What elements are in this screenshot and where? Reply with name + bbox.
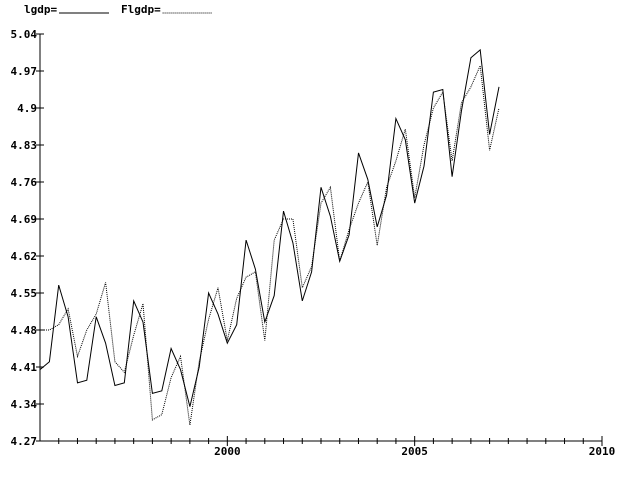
legend: lgdp= Flgdp= xyxy=(24,3,213,16)
y-tick-label: 4.83 xyxy=(11,139,38,152)
legend-label-1: lgdp= xyxy=(24,3,57,16)
x-axis-ticks: 2000 2005 2010 xyxy=(58,436,616,458)
x-tick-label: 2000 xyxy=(214,445,241,458)
legend-label-2: Flgdp= xyxy=(121,3,161,16)
series-line-2 xyxy=(40,63,500,426)
y-tick-label: 4.41 xyxy=(11,361,38,374)
y-tick-label: 4.76 xyxy=(11,176,38,189)
y-tick-label: 4.27 xyxy=(11,435,38,448)
y-tick-label: 5.04 xyxy=(11,28,38,41)
y-axis-ticks: 4.27 4.34 4.41 4.48 4.55 4.62 4.69 4.76 4.83 4.9 4… xyxy=(11,28,44,448)
y-tick-label: 4.97 xyxy=(11,65,38,78)
x-tick-label: 2010 xyxy=(589,445,616,458)
x-tick-label: 2005 xyxy=(401,445,428,458)
y-tick-label: 4.48 xyxy=(11,324,38,337)
y-tick-label: 4.69 xyxy=(11,213,38,226)
y-tick-label: 4.62 xyxy=(11,250,38,263)
y-tick-label: 4.9 xyxy=(17,102,37,115)
y-tick-label: 4.55 xyxy=(11,287,38,300)
chart-series xyxy=(39,48,500,426)
series-line-1 xyxy=(39,48,500,407)
y-tick-label: 4.34 xyxy=(11,398,38,411)
